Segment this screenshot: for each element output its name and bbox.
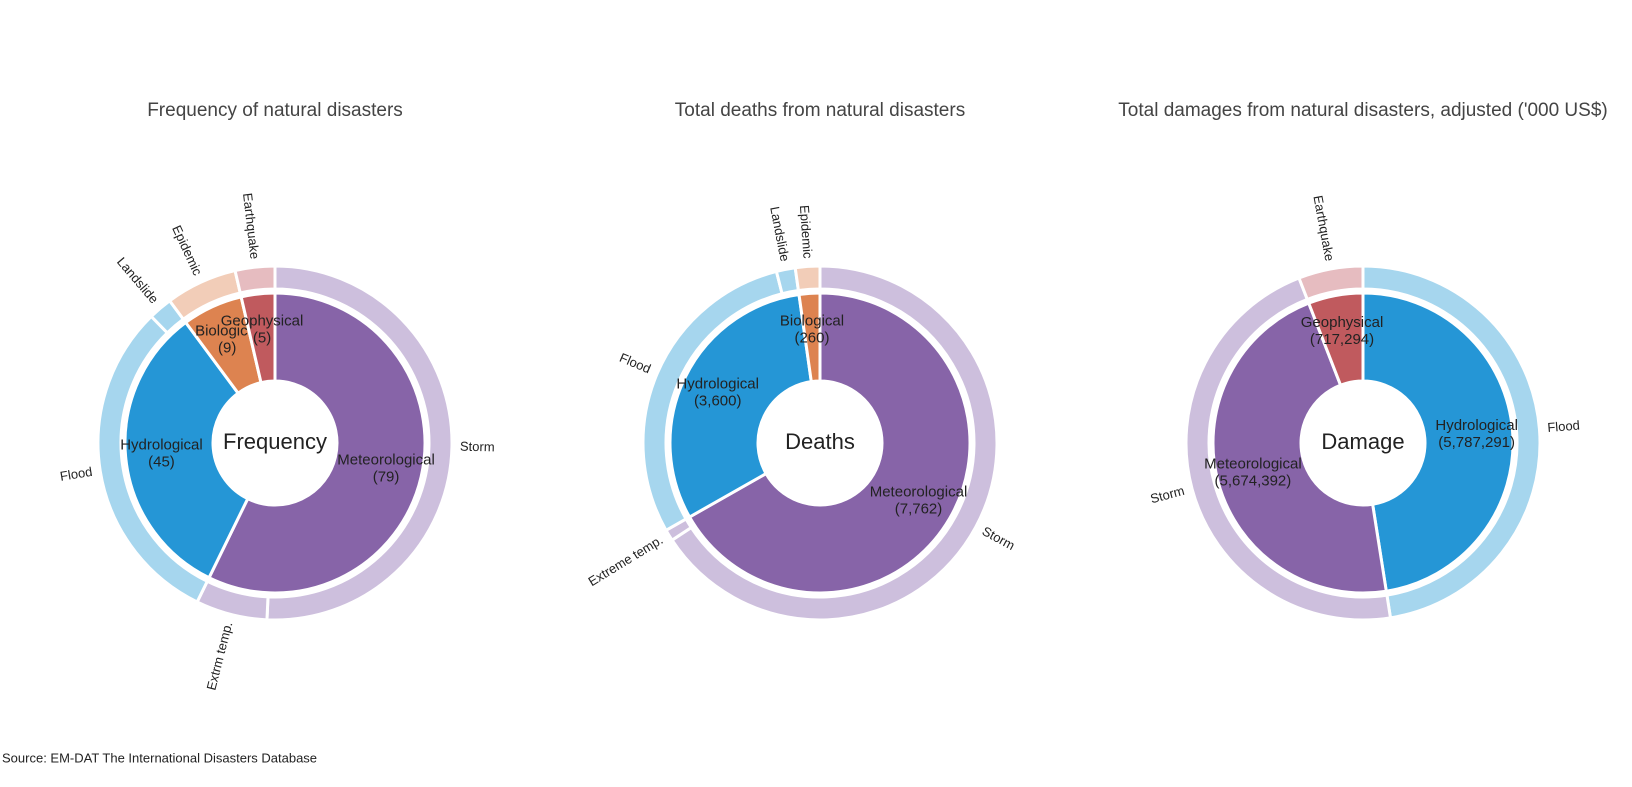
outer-label: Flood: [59, 464, 93, 484]
chart-title: Total deaths from natural disasters: [675, 100, 965, 121]
source: Source: EM-DAT The International Disaste…: [2, 750, 317, 765]
inner-value-label: (260): [794, 329, 829, 346]
inner-value-label: (5,674,392): [1215, 473, 1292, 490]
inner-label: Geophysical: [1301, 314, 1384, 331]
inner-label: Meteorological: [337, 452, 435, 469]
chart-title: Frequency of natural disasters: [147, 100, 403, 121]
outer-segment: [1297, 264, 1365, 302]
inner-value-label: (7,762): [895, 500, 943, 517]
outer-label: Landslide: [114, 254, 162, 306]
outer-label: Earthquake: [240, 192, 262, 260]
outer-label: Epidemic: [169, 223, 205, 278]
inner-value-label: (5,787,291): [1438, 434, 1515, 451]
outer-label: Flood: [1547, 418, 1581, 435]
outer-label: Storm: [1149, 483, 1186, 506]
inner-value-label: (9): [218, 339, 236, 356]
inner-segment: [207, 291, 427, 595]
inner-label: Hydrological: [120, 436, 203, 453]
inner-value-label: (5): [253, 330, 271, 347]
outer-label: Extrm temp.: [203, 620, 235, 692]
outer-label: Extreme temp.: [586, 532, 666, 589]
inner-label: Biological: [780, 312, 844, 329]
chart-title: Total damages from natural disasters, ad…: [1118, 100, 1607, 121]
inner-label: Meteorological: [1204, 456, 1302, 473]
inner-value-label: (79): [373, 469, 400, 486]
inner-segment: [239, 291, 277, 385]
center-label: Damage: [1321, 429, 1404, 454]
inner-label: Biological: [195, 322, 259, 339]
inner-segment: [1306, 291, 1365, 388]
outer-segment: [233, 264, 277, 295]
inner-segment: [1361, 291, 1515, 593]
inner-segment: [123, 320, 250, 580]
inner-value-label: (3,600): [694, 393, 742, 410]
outer-label: Landslide: [767, 205, 792, 263]
inner-label: Meteorological: [870, 483, 968, 500]
center-label: Deaths: [785, 429, 855, 454]
outer-label: Storm: [460, 439, 495, 455]
inner-label: Hydrological: [676, 376, 759, 393]
inner-segment: [687, 291, 972, 595]
inner-label: Geophysical: [221, 313, 304, 330]
outer-segment: [793, 264, 822, 293]
inner-segment: [1211, 301, 1389, 595]
outer-label: Storm: [980, 523, 1018, 553]
inner-value-label: (717,294): [1310, 331, 1374, 348]
outer-label: Epidemic: [797, 205, 816, 260]
inner-value-label: (45): [148, 453, 175, 470]
center-label: Frequency: [223, 429, 327, 454]
inner-label: Hydrological: [1435, 417, 1518, 434]
inner-segment: [797, 291, 822, 384]
outer-label: Flood: [617, 350, 653, 377]
outer-label: Earthquake: [1310, 194, 1337, 262]
inner-segment: [668, 292, 814, 520]
